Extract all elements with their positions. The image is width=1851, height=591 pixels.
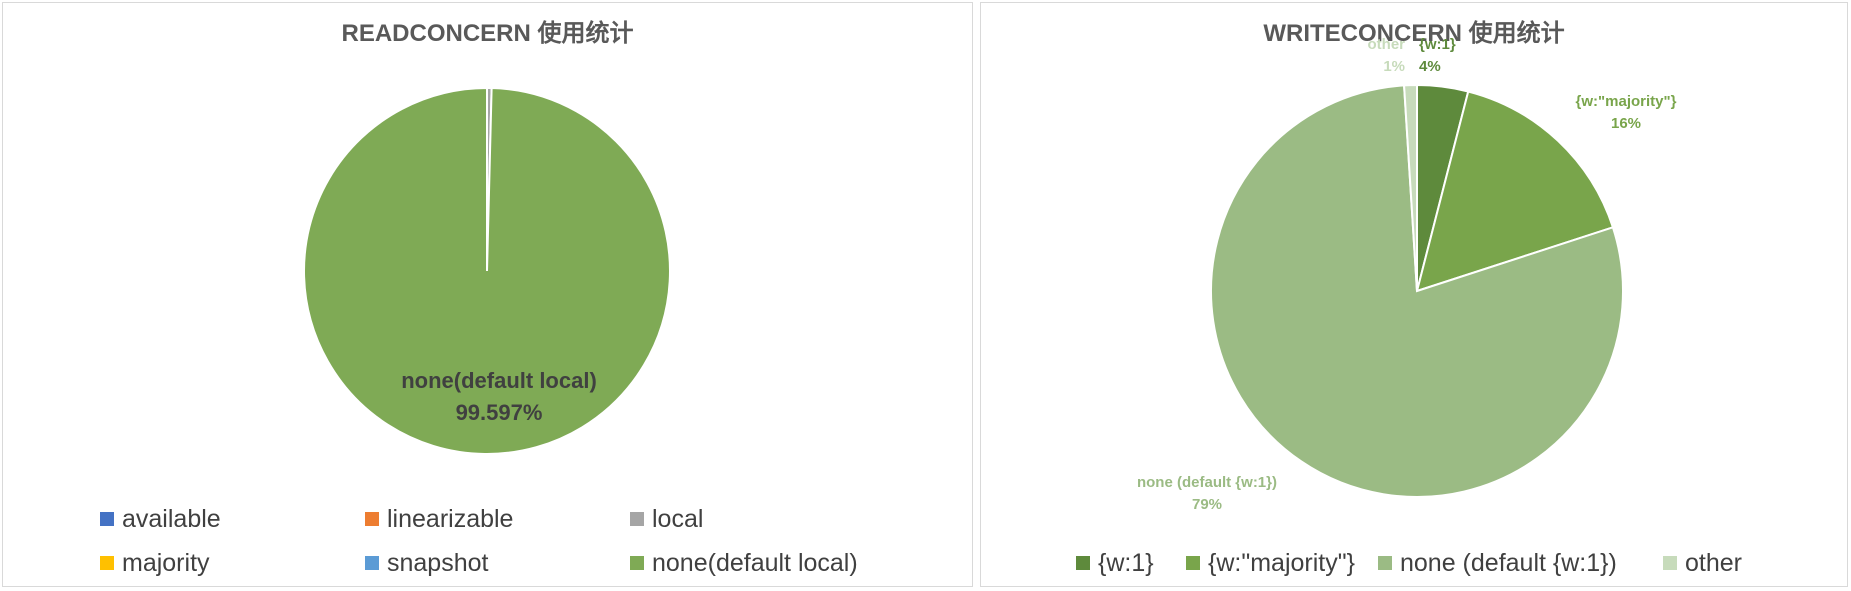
pie-slice-other	[1403, 83, 1418, 292]
legend-label-majority: majority	[122, 549, 210, 577]
legend-label-w-1: {w:1}	[1098, 549, 1154, 577]
writeconcern-pie-chart: {w:1} 4% {w:"majority"} 16% none (default {w…	[1076, 36, 1742, 577]
legend-swatch-other	[1663, 556, 1677, 570]
chart-title-writeconcern: WRITECONCERN 使用统计	[1263, 20, 1565, 47]
legend-swatch-w-majority	[1186, 556, 1200, 570]
legend-swatch-none-default-w-1	[1378, 556, 1392, 570]
readconcern-chart-panel: READCONCERN 使用统计 none(default local) 99.5…	[2, 2, 973, 587]
legend-label-local: local	[652, 505, 703, 533]
legend-swatch-majority	[100, 556, 114, 570]
readconcern-pie-chart: none(default local) 99.597% available linea…	[100, 86, 858, 577]
pie-slice-none-default-w-1	[1210, 84, 1624, 498]
legend-label-available: available	[122, 505, 221, 533]
pie-slice-w-majority	[1415, 90, 1615, 293]
legend-label-none-default-w-1: none (default {w:1})	[1400, 549, 1617, 577]
data-label-value-none-default-w-1: 79%	[1192, 496, 1222, 513]
data-label-value-w-1: 4%	[1419, 58, 1441, 75]
writeconcern-chart-panel: WRITECONCERN 使用统计 {w:1} 4% {w:"majority"} 1…	[980, 2, 1848, 587]
data-label-w-majority: {w:"majority"}	[1576, 93, 1677, 110]
legend-swatch-linearizable	[365, 512, 379, 526]
legend-label-linearizable: linearizable	[387, 505, 513, 533]
legend-swatch-local	[630, 512, 644, 526]
pie-slice-none-default-local	[303, 86, 671, 455]
data-label-none-default-local: none(default local)	[401, 368, 597, 393]
legend-swatch-snapshot	[365, 556, 379, 570]
data-label-value-w-majority: 16%	[1611, 115, 1641, 132]
data-label-value-other: 1%	[1383, 58, 1405, 75]
chart-title-readconcern: READCONCERN 使用统计	[341, 20, 634, 47]
legend-label-none-default-local: none(default local)	[652, 549, 858, 577]
legend-label-w-majority: {w:"majority"}	[1208, 549, 1355, 577]
data-label-value-none-default-local: 99.597%	[456, 400, 543, 425]
legend-swatch-available	[100, 512, 114, 526]
legend-label-snapshot: snapshot	[387, 549, 489, 577]
legend-swatch-none-default-local	[630, 556, 644, 570]
legend-label-other: other	[1685, 549, 1742, 577]
data-label-none-default-w-1: none (default {w:1})	[1137, 474, 1277, 491]
data-label-w-1: {w:1}	[1419, 36, 1456, 53]
data-label-other: other	[1368, 36, 1406, 53]
legend-swatch-w-1	[1076, 556, 1090, 570]
